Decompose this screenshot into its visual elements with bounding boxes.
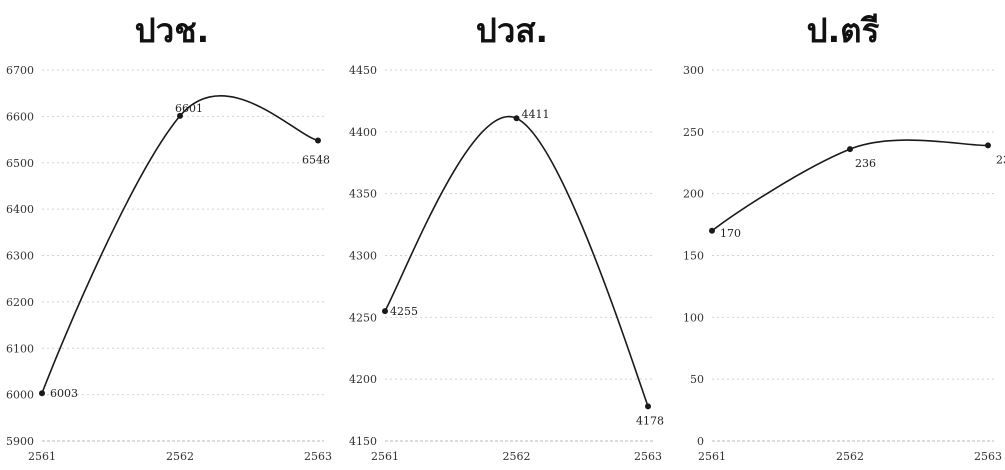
- chart-panel-1: ปวช. 5900 6000 6100 6200 6300 6400 6500 6600 6700…: [0, 0, 335, 470]
- y-tick-label: 5900: [6, 435, 34, 448]
- chart-panel-3: ป.ตรี 0 50 100 150 200 250 300 2561 2562 2563 170 23…: [670, 0, 1005, 470]
- y-tick-label: 4450: [349, 64, 377, 77]
- y-tick-label: 6600: [6, 110, 34, 123]
- data-point: [39, 390, 45, 397]
- y-tick-label: 50: [690, 373, 704, 386]
- chart-title: ป.ตรี: [807, 11, 880, 50]
- y-tick-label: 4350: [349, 188, 377, 201]
- data-label: 4255: [390, 305, 418, 318]
- data-label: 6548: [302, 153, 330, 166]
- y-tick-label: 250: [683, 126, 704, 139]
- x-tick-label: 2562: [166, 450, 194, 463]
- data-point: [985, 142, 991, 149]
- x-tick-label: 2562: [836, 450, 864, 463]
- x-tick-label: 2563: [974, 450, 1002, 463]
- data-label: 236: [855, 157, 876, 170]
- series-line: [384, 115, 649, 407]
- series-line: [711, 139, 989, 232]
- y-tick-label: 6000: [6, 389, 34, 402]
- data-point: [513, 115, 520, 122]
- x-tick-label: 2563: [304, 450, 332, 463]
- data-label: 6003: [50, 387, 78, 400]
- y-tick-label: 4150: [349, 435, 377, 448]
- series-line: [41, 95, 319, 394]
- x-tick-label: 2561: [371, 450, 399, 463]
- y-tick-label: 6300: [6, 250, 34, 263]
- x-tick-label: 2562: [503, 450, 531, 463]
- chart-panel-2: ปวส. 4150 4200 4250 4300 4350 4400 4450 2561 2562…: [335, 0, 670, 470]
- chart-bachelor-degree: ป.ตรี 0 50 100 150 200 250 300 2561 2562 2563 170 23…: [683, 11, 1005, 463]
- x-tick-label: 2561: [698, 450, 726, 463]
- data-point: [177, 112, 183, 119]
- y-tick-label: 300: [683, 64, 704, 77]
- data-label: 170: [720, 227, 741, 240]
- y-tick-label: 4300: [349, 250, 377, 263]
- chart-vocational-certificate: ปวช. 5900 6000 6100 6200 6300 6400 6500 6600 6700…: [6, 11, 332, 463]
- data-point: [709, 227, 715, 234]
- data-label: 4411: [522, 108, 550, 121]
- chart-title: ปวช.: [135, 11, 209, 50]
- y-tick-label: 150: [683, 250, 704, 263]
- data-label: 6601: [175, 102, 203, 115]
- y-tick-label: 6500: [6, 157, 34, 170]
- y-tick-label: 4250: [349, 311, 377, 324]
- y-tick-label: 6700: [6, 64, 34, 77]
- y-tick-label: 100: [683, 311, 704, 324]
- data-point: [645, 403, 651, 410]
- data-label: 239: [996, 153, 1005, 166]
- data-point: [315, 137, 321, 144]
- y-tick-label: 4200: [349, 373, 377, 386]
- chart-title: ปวส.: [476, 11, 548, 50]
- data-label: 4178: [636, 414, 664, 427]
- data-point: [382, 308, 388, 315]
- x-tick-label: 2563: [634, 450, 662, 463]
- y-tick-label: 200: [683, 188, 704, 201]
- chart-high-vocational-certificate: ปวส. 4150 4200 4250 4300 4350 4400 4450 2561 2562…: [349, 11, 664, 463]
- y-tick-label: 6100: [6, 342, 34, 355]
- y-tick-label: 6400: [6, 203, 34, 216]
- y-tick-label: 4400: [349, 126, 377, 139]
- y-tick-label: 0: [697, 435, 704, 448]
- data-point: [847, 146, 853, 153]
- x-tick-label: 2561: [28, 450, 56, 463]
- y-tick-label: 6200: [6, 296, 34, 309]
